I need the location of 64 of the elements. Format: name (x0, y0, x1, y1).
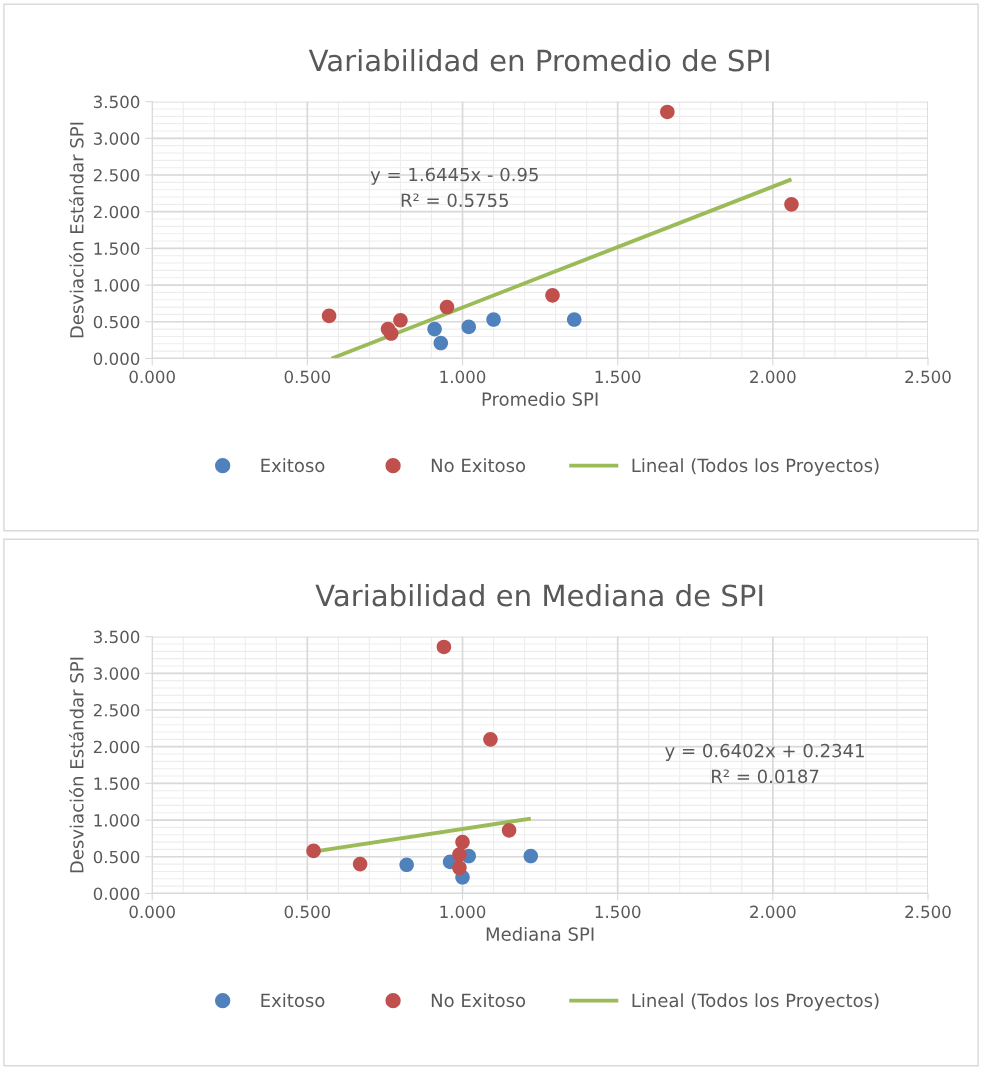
annotation: y = 1.6445x - 0.95 R² = 0.5755 (370, 167, 538, 208)
y-tick-label: 1.000 (94, 814, 140, 827)
legend-label: Exitoso (261, 458, 325, 473)
point (399, 857, 414, 873)
y-tick-label: 3.500 (93, 95, 140, 109)
point (545, 288, 560, 303)
y-tick-label: 0.000 (93, 887, 140, 901)
y-tick-label: 1.000 (94, 279, 140, 292)
y-tick-label: 0.000 (93, 352, 140, 366)
x-tick-label: 1.500 (595, 370, 641, 384)
point (427, 321, 442, 337)
point (383, 326, 399, 341)
y-tick-label: 0.500 (93, 850, 140, 864)
point (566, 312, 582, 327)
legend-label: Exitoso (261, 993, 325, 1008)
point (784, 197, 799, 212)
y-axis-title: Desviación Estándar SPI (68, 657, 84, 873)
y-tick-label: 2.000 (93, 740, 140, 754)
legend-label: Lineal (Todos los Proyectos) (632, 458, 879, 476)
x-tick-label: 1.500 (595, 905, 641, 919)
x-tick-label: 2.500 (905, 370, 951, 384)
point (660, 104, 675, 120)
point (393, 313, 408, 328)
x-tick-label: 2.000 (750, 905, 796, 919)
legend-label: No Exitoso (431, 458, 526, 473)
point (452, 847, 467, 862)
y-tick-label: 2.500 (93, 703, 140, 717)
legend-label: Lineal (Todos los Proyectos) (632, 993, 879, 1011)
point (352, 856, 368, 872)
x-axis-title: Mediana SPI (486, 926, 594, 941)
y-tick-label: 3.500 (93, 630, 140, 644)
x-tick-label: 2.500 (905, 905, 951, 919)
legend-label: No Exitoso (431, 993, 526, 1008)
point (439, 299, 455, 315)
point (452, 860, 467, 876)
y-tick-label: 3.000 (93, 667, 140, 680)
x-tick-label: 0.000 (129, 370, 175, 384)
annotation: y = 0.6402x + 0.2341 R² = 0.0187 (665, 743, 864, 784)
point (306, 843, 321, 859)
point (483, 732, 498, 747)
point (461, 319, 477, 335)
y-tick-label: 3.000 (93, 132, 140, 145)
y-tick-label: 1.500 (94, 777, 140, 790)
point (455, 834, 470, 850)
y-axis-title: Desviación Estándar SPI (68, 122, 84, 338)
x-axis-title: Promedio SPI (482, 391, 598, 406)
y-tick-label: 2.000 (93, 205, 140, 219)
point (321, 308, 337, 324)
x-tick-label: 2.000 (750, 370, 796, 384)
x-tick-label: 0.500 (284, 370, 331, 384)
x-tick-label: 0.000 (129, 905, 175, 919)
point (523, 848, 539, 864)
x-tick-label: 1.000 (440, 905, 486, 919)
point (501, 823, 517, 838)
point (433, 335, 449, 351)
x-tick-label: 0.500 (284, 905, 331, 919)
point (486, 312, 501, 327)
chart-title: Variabilidad en Mediana de SPI (315, 583, 763, 607)
y-tick-label: 1.500 (94, 242, 140, 255)
y-tick-label: 2.500 (93, 168, 140, 182)
point (436, 639, 452, 655)
x-tick-label: 1.000 (440, 370, 486, 384)
chart-title: Variabilidad en Promedio de SPI (308, 48, 769, 72)
y-tick-label: 0.500 (93, 315, 140, 329)
